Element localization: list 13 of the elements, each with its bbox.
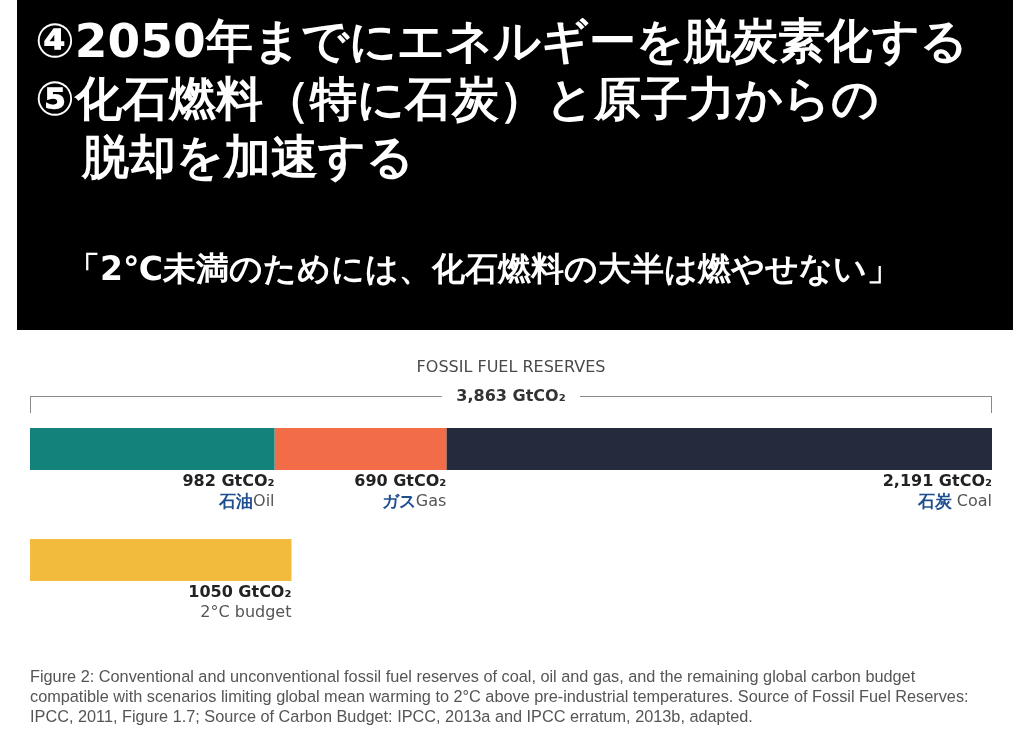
caption: Figure 2: Conventional and unconventional fossil fuel reserves of coal, oil and gas, and the remaining global carbon budget compatible with scenarios limiting global mean warming to 2°C above pre-industrial temperatures. Source of Fossil Fuel Reserves: IPCC, 2011, Figure 1.7; Source of Carbon Budget: IPCC, 2013a and IPCC erratum, 2013b, adapted. [30,666,970,726]
text: FOSSIL FUEL RESERVES [416,357,606,377]
series-label: 石油Oil [218,490,275,511]
series-label: ガスGas [381,490,447,511]
chart-subtitle: 「2℃未満のためには、化石燃料の大半は燃やせない」 [67,248,900,290]
series-label: 石炭 Coal [916,490,992,511]
data-label: 690 GtCO₂ [354,471,447,491]
total-label: 3,863 GtCO₂ [456,386,566,406]
data-label: 2,191 GtCO₂ [882,471,992,491]
data-label: 1050 GtCO₂ [188,582,292,602]
chart-title: ④2050年までにエネルギーを脱炭素化する ⑤化石燃料（特に石炭）と原子力からの脱却を加速する [35,12,968,186]
series-label: 2°C budget [200,602,292,622]
data-label: 982 GtCO₂ [182,471,275,491]
